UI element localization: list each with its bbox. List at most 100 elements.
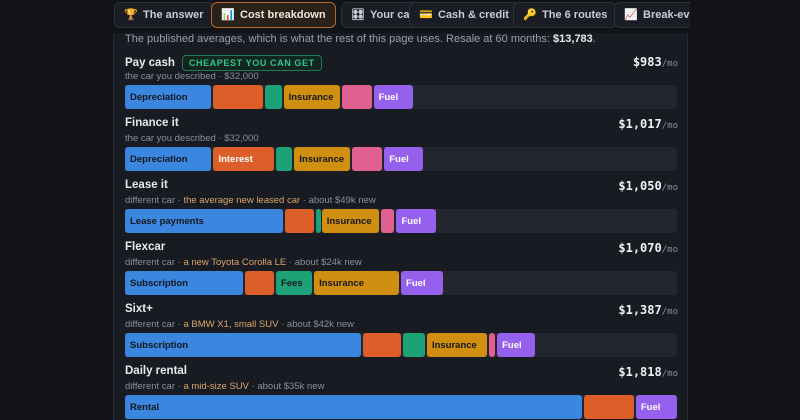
- cost-segment-fuel: Fuel: [384, 147, 424, 171]
- cost-bar-track: Subscription Fees Insurance Fuel: [125, 271, 677, 295]
- option-subtitle: different car · a BMW X1, small SUV · ab…: [125, 319, 354, 330]
- monthly-price: $1,070/mo: [618, 241, 678, 255]
- subtitle-prefix: the car you described · $32,000: [125, 71, 259, 82]
- key-icon: 🔑: [523, 8, 537, 21]
- cost-segment: [265, 85, 282, 109]
- cost-segment-fees: Fees: [275, 271, 313, 295]
- tab-label: Cash & credit: [438, 9, 509, 21]
- subtitle-suffix: · about $35k new: [248, 381, 325, 392]
- tab-label: Break-eve: [643, 9, 690, 21]
- tab-cash-credit[interactable]: 💳 Cash & credit: [409, 2, 519, 28]
- tab-label: The 6 routes: [542, 9, 608, 21]
- cost-segment: [362, 333, 401, 357]
- cost-segment: [245, 271, 274, 295]
- option-title: Finance it: [125, 117, 179, 129]
- option-row: Finance it the car you described · $32,00…: [125, 117, 678, 173]
- monthly-price: $1,050/mo: [618, 179, 678, 193]
- cost-segment-depreciation: Depreciation: [125, 147, 212, 171]
- cost-segment: [381, 209, 395, 233]
- cost-segment-rental: Rental: [125, 395, 583, 419]
- tab-label: Your car: [370, 9, 414, 21]
- option-subtitle: the car you described · $32,000: [125, 133, 259, 144]
- cost-segment-subscription: Subscription: [125, 271, 244, 295]
- option-subtitle: different car · a mid-size SUV · about $…: [125, 381, 324, 392]
- cost-segment-subscription: Subscription: [125, 333, 361, 357]
- cost-segment-insurance: Insurance: [321, 209, 380, 233]
- tab-cost-breakdown[interactable]: 📊 Cost breakdown: [211, 2, 336, 28]
- cost-segment: [315, 209, 321, 233]
- option-name: Finance it: [125, 117, 179, 129]
- cost-segment: [341, 85, 372, 109]
- cost-segment: [352, 147, 383, 171]
- cheapest-badge: CHEAPEST YOU CAN GET: [181, 55, 322, 71]
- intro-sentence: The published averages, which is what th…: [125, 33, 554, 45]
- price-value: $1,818: [618, 365, 662, 379]
- cost-segment: [489, 333, 496, 357]
- option-title: Flexcar: [125, 241, 165, 253]
- trophy-icon: 🏆: [124, 8, 138, 21]
- option-row: Flexcar different car · a new Toyota Coro…: [125, 241, 678, 297]
- option-row: Sixt+ different car · a BMW X1, small SUV…: [125, 303, 678, 359]
- tab-bar: 🏆 The answer 📊 Cost breakdown 🎛 Your car 💳 Cash…: [114, 2, 690, 29]
- price-unit: /mo: [661, 183, 678, 193]
- subtitle-prefix: different car ·: [125, 381, 184, 392]
- resale-value: $13,783: [553, 33, 593, 45]
- tab-the-6-routes[interactable]: 🔑 The 6 routes: [513, 2, 618, 28]
- cost-segment-fuel: Fuel: [401, 271, 444, 295]
- cost-bar-track: Rental Fuel: [125, 395, 678, 419]
- tab-the-answer[interactable]: 🏆 The answer: [114, 2, 214, 28]
- car-description: a mid-size SUV: [183, 381, 249, 392]
- trend-chart-icon: 📈: [624, 8, 638, 21]
- option-name: Daily rental: [125, 365, 187, 377]
- subtitle-suffix: · about $49k new: [300, 195, 376, 206]
- option-subtitle: the car you described · $32,000: [125, 71, 259, 82]
- car-description: a BMW X1, small SUV: [183, 319, 279, 330]
- cost-bar-track: Depreciation Interest Insurance Fuel: [125, 147, 677, 171]
- price-value: $1,387: [618, 303, 662, 317]
- cost-segment-insurance: Insurance: [283, 85, 340, 109]
- credit-card-icon: 💳: [419, 8, 433, 21]
- cost-segment: [285, 209, 314, 233]
- intro-end: .: [592, 33, 596, 45]
- monthly-price: $1,017/mo: [618, 117, 678, 131]
- tab-label: Cost breakdown: [240, 9, 326, 21]
- option-title: Lease it: [125, 179, 168, 191]
- price-value: $1,050: [618, 179, 662, 193]
- monthly-price: $983/mo: [633, 55, 678, 69]
- subtitle-suffix: · about $24k new: [286, 257, 362, 268]
- cost-segment-fuel: Fuel: [396, 209, 436, 233]
- cost-bar-track: Depreciation Insurance Fuel: [125, 85, 677, 109]
- subtitle-prefix: different car ·: [125, 319, 184, 330]
- cost-segment-insurance: Insurance: [426, 333, 488, 357]
- option-name: Flexcar: [125, 241, 166, 253]
- subtitle-prefix: different car ·: [125, 195, 184, 206]
- option-title: Daily rental: [125, 365, 187, 377]
- subtitle-prefix: the car you described · $32,000: [125, 133, 259, 144]
- price-unit: /mo: [661, 307, 678, 317]
- price-value: $1,017: [618, 117, 662, 131]
- cost-segment-lease-payments: Lease payments: [125, 209, 284, 233]
- option-subtitle: different car · the average new leased c…: [125, 195, 376, 206]
- price-unit: /mo: [661, 245, 678, 255]
- cost-segment: [213, 85, 264, 109]
- tab-break-eve[interactable]: 📈 Break-eve: [614, 2, 690, 28]
- monthly-price: $1,387/mo: [618, 303, 678, 317]
- cost-segment: [584, 395, 634, 419]
- cost-segment: [402, 333, 425, 357]
- option-name: Lease it: [125, 179, 168, 191]
- price-unit: /mo: [661, 59, 678, 69]
- cost-segment: [275, 147, 293, 171]
- bar-chart-icon: 📊: [221, 8, 235, 21]
- cost-segment-interest: Interest: [213, 147, 274, 171]
- sliders-icon: 🎛: [351, 8, 365, 21]
- option-row: Lease it different car · the average new …: [125, 179, 678, 235]
- cost-segment-insurance: Insurance: [294, 147, 351, 171]
- price-value: $1,070: [618, 241, 662, 255]
- price-unit: /mo: [661, 121, 678, 131]
- cost-bar-track: Lease payments Insurance Fuel: [125, 209, 677, 233]
- cost-bar-track: Subscription Insurance Fuel: [125, 333, 677, 357]
- option-title: Sixt+: [125, 303, 153, 315]
- price-value: $983: [632, 55, 662, 69]
- subtitle-prefix: different car ·: [125, 257, 184, 268]
- cost-segment-depreciation: Depreciation: [125, 85, 212, 109]
